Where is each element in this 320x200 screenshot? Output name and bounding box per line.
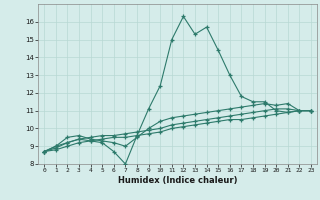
X-axis label: Humidex (Indice chaleur): Humidex (Indice chaleur)	[118, 176, 237, 185]
